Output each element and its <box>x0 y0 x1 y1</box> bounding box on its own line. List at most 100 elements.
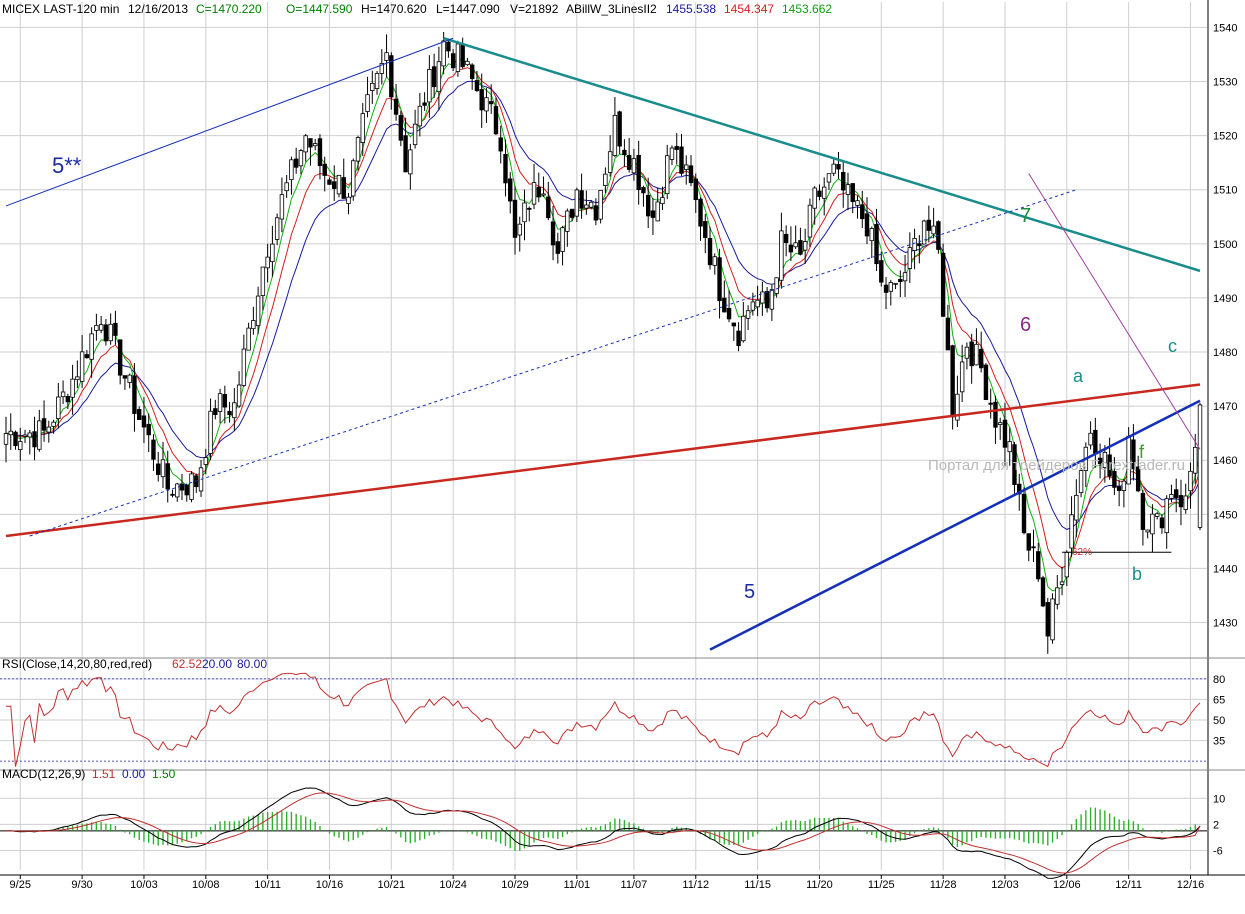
candle-48 <box>232 388 237 431</box>
candle-174 <box>831 159 836 177</box>
candle-body <box>726 307 732 320</box>
candle-body <box>817 190 822 197</box>
candle-178 <box>850 183 855 214</box>
candle-body <box>779 230 784 281</box>
candle-body <box>527 207 532 210</box>
candle-body <box>674 146 679 150</box>
candle-54 <box>260 266 266 311</box>
candle-106 <box>508 172 513 214</box>
candle-body <box>693 178 698 201</box>
candle-136 <box>650 198 656 236</box>
candle-body <box>845 184 851 195</box>
candle-36 <box>175 482 180 502</box>
candle-body <box>489 101 494 105</box>
candle-8 <box>41 400 47 442</box>
candle-body <box>622 149 627 156</box>
candle-body <box>1021 493 1027 534</box>
candle-body <box>441 40 446 67</box>
candle-body <box>802 241 808 251</box>
candle-body <box>374 73 380 89</box>
candle-46 <box>222 385 228 424</box>
candle-body <box>750 301 756 311</box>
candle-body <box>8 430 13 436</box>
candle-3 <box>18 427 23 461</box>
candle-201 <box>959 344 965 402</box>
candle-body <box>1088 432 1093 446</box>
candle-44 <box>213 399 218 420</box>
candle-body <box>907 247 913 269</box>
candle-body <box>741 315 746 342</box>
candle-body <box>641 187 646 194</box>
candle-173 <box>826 173 832 190</box>
candle-110 <box>527 206 532 222</box>
candle-198 <box>945 304 951 351</box>
candle-body <box>146 423 151 436</box>
candle-51 <box>246 322 251 351</box>
candle-113 <box>541 176 546 197</box>
trendline-blue-5 <box>709 399 1201 651</box>
candle-130 <box>622 139 627 167</box>
candle-body <box>113 322 118 336</box>
candle-11 <box>56 382 61 429</box>
candle-179 <box>855 195 860 219</box>
candle-body <box>717 257 722 302</box>
candle-143 <box>684 155 689 185</box>
candle-183 <box>874 208 879 271</box>
candle-137 <box>655 187 660 222</box>
candle-103 <box>493 97 499 136</box>
price-tick-1530: 1530 <box>1213 77 1237 89</box>
candle-240 <box>1145 529 1150 539</box>
candle-104 <box>498 125 503 164</box>
candle-body <box>536 186 541 198</box>
macd-zero: 0.00 <box>122 767 146 781</box>
candle-body <box>384 52 389 61</box>
candle-241 <box>1150 504 1155 553</box>
candle-body <box>755 299 760 308</box>
candle-body <box>412 123 418 146</box>
candle-84 <box>403 117 408 173</box>
candle-55 <box>265 243 270 283</box>
candle-249 <box>1188 462 1193 509</box>
candle-88 <box>422 92 427 111</box>
candle-body <box>27 432 32 438</box>
header-date: 12/16/2013 <box>128 2 188 16</box>
date-tick-17: 12/06 <box>1053 879 1081 891</box>
candle-34 <box>165 450 170 503</box>
candle-body <box>988 402 993 405</box>
candle-body <box>1159 517 1165 529</box>
candle-102 <box>489 84 494 114</box>
candle-219 <box>1045 597 1050 654</box>
candle-body <box>522 202 527 223</box>
candle-body <box>251 320 256 330</box>
ma-green <box>5 57 1201 592</box>
candle-114 <box>546 181 551 221</box>
candle-body <box>950 345 955 418</box>
candle-body <box>474 80 480 92</box>
date-tick-9: 11/01 <box>563 879 590 891</box>
candle-body <box>574 189 580 217</box>
candle-2 <box>13 430 18 450</box>
candle-body <box>503 153 508 184</box>
candle-body <box>208 410 213 454</box>
candle-234 <box>1116 480 1122 507</box>
candle-146 <box>698 197 703 241</box>
annotation-a: a <box>1073 366 1084 386</box>
candle-body <box>379 63 385 74</box>
price-tick-1490: 1490 <box>1213 293 1237 305</box>
candle-206 <box>983 363 989 400</box>
candle-body <box>1078 470 1084 494</box>
candle-body <box>408 149 413 175</box>
candle-6 <box>32 416 37 461</box>
candle-30 <box>146 413 151 453</box>
candle-body <box>355 137 361 162</box>
candle-22 <box>108 313 113 345</box>
candle-21 <box>103 319 109 346</box>
date-tick-11: 11/12 <box>682 879 709 891</box>
candle-body <box>926 219 932 231</box>
candle-47 <box>227 401 232 423</box>
candle-128 <box>612 96 618 158</box>
candle-body <box>1174 489 1179 499</box>
candle-207 <box>988 388 993 419</box>
macd-line <box>5 787 1201 879</box>
candle-28 <box>136 406 142 420</box>
